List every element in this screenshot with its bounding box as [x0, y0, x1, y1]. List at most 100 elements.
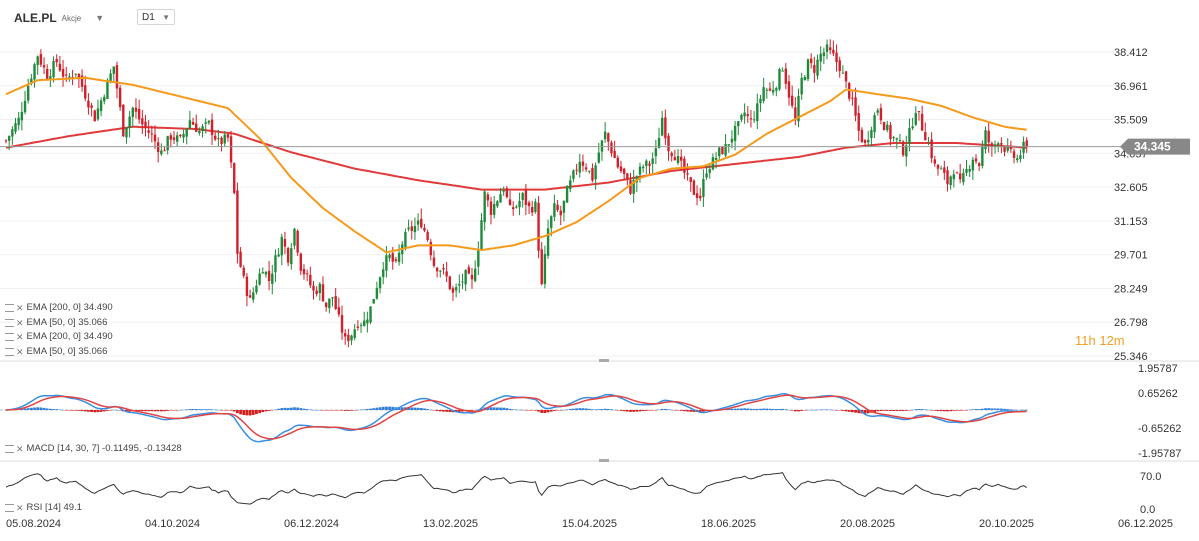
close-icon[interactable]: ✕ — [16, 317, 24, 328]
candle-body — [226, 134, 230, 138]
symbol-selector[interactable]: ALE.PL Akcje ▼ — [14, 9, 104, 27]
candle-body — [347, 334, 350, 342]
macd-histogram-bar — [375, 407, 379, 410]
candle-body — [594, 165, 597, 180]
macd-histogram-bar — [610, 409, 613, 410]
legend-text: EMA [50, 0] 35.066 — [26, 345, 108, 357]
candle-body — [851, 97, 854, 99]
macd-histogram-bar — [774, 409, 778, 410]
candle-body — [537, 202, 540, 251]
candle-body — [553, 203, 556, 217]
macd-histogram-bar — [768, 408, 772, 410]
rsi-line — [5, 472, 1027, 505]
settings-icon[interactable] — [5, 504, 14, 513]
legend-item[interactable]: ✕ MACD [14, 30, 7] -0.11495, -0.13428 — [5, 442, 182, 457]
candle-body — [508, 199, 512, 205]
macd-histogram-bar — [388, 406, 391, 410]
macd-histogram-bar — [118, 410, 122, 411]
candle-body — [708, 169, 711, 173]
macd-histogram-bar — [385, 406, 388, 410]
macd-histogram-bar — [182, 409, 185, 411]
macd-histogram-bar — [644, 410, 648, 411]
macd-histogram-bar — [793, 410, 797, 412]
legend-item[interactable]: ✕ EMA [200, 0] 34.490 — [5, 330, 113, 345]
macd-histogram-bar — [587, 408, 591, 410]
macd-histogram-bar — [727, 408, 731, 410]
macd-histogram-bar — [77, 410, 81, 411]
settings-icon[interactable] — [5, 445, 14, 454]
macd-histogram-bar — [533, 410, 537, 411]
candle-body — [841, 72, 845, 74]
macd-histogram-bar — [692, 410, 696, 412]
candle-body — [394, 259, 398, 261]
macd-histogram-bar — [505, 408, 509, 410]
candle-body — [324, 302, 328, 308]
macd-histogram-bar — [635, 410, 639, 412]
candle-body — [575, 169, 578, 171]
candle-body — [356, 326, 360, 328]
candle-body — [382, 269, 385, 277]
price-tick-label: 35.509 — [1114, 115, 1148, 127]
macd-histogram-bar — [993, 408, 997, 410]
candle-body — [613, 150, 616, 158]
rsi-panel — [5, 472, 1027, 505]
candle-body — [946, 170, 949, 185]
close-icon[interactable]: ✕ — [16, 503, 24, 513]
interval-selector[interactable]: D1 ▼ — [137, 9, 175, 25]
close-icon[interactable]: ✕ — [16, 303, 24, 313]
candle-body — [1022, 141, 1025, 153]
settings-icon[interactable] — [5, 304, 14, 313]
legend-item[interactable]: ✕ EMA [200, 0] 34.490 — [5, 301, 113, 316]
candle-body — [261, 272, 264, 274]
macd-histogram-bar — [369, 408, 372, 410]
candle-body — [699, 195, 702, 199]
candle-body — [1016, 158, 1019, 161]
candle-body — [911, 126, 914, 129]
macd-histogram-bar — [806, 409, 810, 411]
candle-body — [426, 232, 429, 241]
legend-item[interactable]: ✕ EMA [50, 0] 35.066 — [5, 345, 113, 360]
macd-histogram-bar — [293, 407, 296, 410]
candle-body — [721, 147, 724, 155]
candle-body — [718, 147, 721, 157]
close-icon[interactable]: ✕ — [16, 444, 24, 454]
macd-histogram-bar — [248, 410, 252, 416]
candle-body — [997, 143, 1000, 146]
macd-histogram-bar — [153, 410, 157, 412]
settings-icon[interactable] — [5, 333, 14, 342]
candle-body — [309, 274, 312, 286]
candle-body — [905, 145, 908, 157]
close-icon[interactable]: ✕ — [16, 332, 24, 342]
macd-histogram-bar — [613, 409, 617, 411]
candle-body — [179, 134, 182, 137]
settings-icon[interactable] — [5, 347, 14, 356]
candle-body — [559, 210, 562, 216]
candle-body — [17, 117, 20, 126]
macd-histogram-bar — [619, 410, 623, 411]
macd-histogram-bar — [787, 409, 791, 411]
candle-body — [895, 138, 898, 140]
macd-histogram-bar — [603, 408, 607, 410]
candle-body — [794, 107, 797, 121]
macd-histogram-bar — [784, 409, 788, 410]
macd-histogram-bar — [216, 409, 220, 411]
macd-histogram-bar — [885, 410, 889, 411]
candle-body — [981, 146, 984, 166]
candle-body — [39, 54, 43, 65]
macd-histogram-bar — [125, 410, 128, 412]
candle-body — [318, 284, 322, 294]
settings-icon[interactable] — [5, 318, 14, 327]
resize-handle — [599, 459, 609, 462]
macd-histogram-bar — [540, 410, 544, 413]
close-icon[interactable]: ✕ — [16, 346, 24, 357]
candle-body — [195, 123, 198, 132]
candle-body — [870, 129, 873, 138]
legend-item[interactable]: ✕ RSI [14] 49.1 — [5, 501, 82, 516]
legend-item[interactable]: ✕ EMA [50, 0] 35.066 — [5, 316, 113, 331]
candle-body — [607, 133, 610, 142]
legend-text: EMA [200, 0] 34.490 — [26, 331, 113, 342]
macd-histogram-bar — [974, 409, 978, 410]
macd-histogram-bar — [942, 410, 946, 412]
macd-histogram-bar — [58, 409, 62, 410]
